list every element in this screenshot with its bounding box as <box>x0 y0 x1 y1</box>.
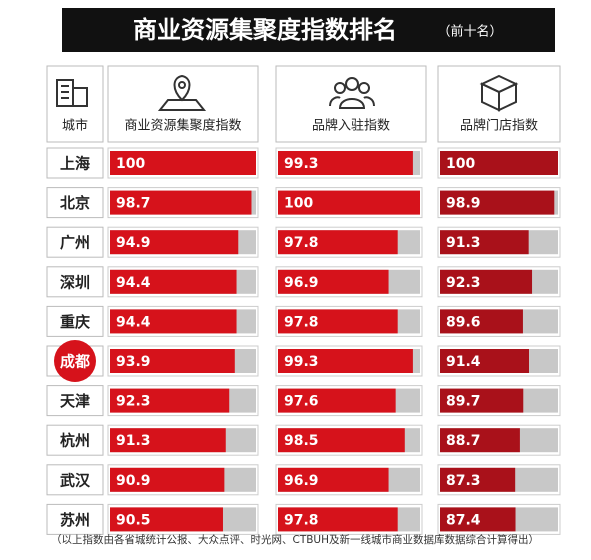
bar <box>440 349 530 373</box>
bar <box>278 428 405 453</box>
bar <box>110 230 239 255</box>
category-label: 北京 <box>60 194 90 212</box>
bar <box>278 388 396 413</box>
category-label: 苏州 <box>60 511 90 529</box>
bar <box>278 190 420 215</box>
bar <box>110 507 223 532</box>
category-header: 城市 <box>62 118 88 134</box>
footnote: （以上指数由各省城统计公报、大众点评、时光网、CTBUH及新一线城市商业数据库数… <box>51 533 539 546</box>
value-label: 87.3 <box>446 473 481 489</box>
value-label: 98.5 <box>284 433 319 449</box>
bar <box>278 309 398 334</box>
category-box <box>46 464 104 496</box>
bar <box>110 349 235 373</box>
value-label: 100 <box>116 156 145 172</box>
value-label: 97.8 <box>284 235 319 251</box>
icon-location <box>157 74 207 111</box>
bar <box>440 428 520 453</box>
highlight-marker <box>54 340 96 382</box>
bar <box>278 151 413 175</box>
bar <box>440 190 555 215</box>
chart-title: 商业资源集聚度指数排名 <box>133 16 397 44</box>
bar <box>110 428 226 453</box>
value-label: 94.4 <box>116 314 151 330</box>
bar <box>278 467 389 492</box>
category-box <box>46 503 104 535</box>
value-label: 96.9 <box>284 275 319 291</box>
bar <box>278 230 398 255</box>
series-header: 商业资源集聚度指数 <box>124 118 241 134</box>
series-header: 品牌入驻指数 <box>312 118 390 134</box>
value-label: 98.7 <box>116 196 151 212</box>
category-box <box>46 385 104 417</box>
value-label: 91.4 <box>446 354 481 370</box>
value-label: 97.6 <box>284 394 319 410</box>
value-label: 92.3 <box>446 275 481 291</box>
category-label: 成都 <box>60 353 90 371</box>
title-bar <box>62 8 555 52</box>
icon-box <box>479 74 519 112</box>
bar <box>110 151 256 175</box>
icon-building <box>56 79 88 107</box>
category-label: 重庆 <box>60 313 90 331</box>
value-label: 99.3 <box>284 156 319 172</box>
value-label: 97.8 <box>284 512 319 528</box>
bar <box>110 309 237 334</box>
value-label: 89.6 <box>446 314 481 330</box>
bar <box>440 269 533 294</box>
value-label: 100 <box>284 196 313 212</box>
value-label: 94.4 <box>116 275 151 291</box>
category-box <box>46 424 104 456</box>
bar <box>440 230 529 255</box>
value-label: 94.9 <box>116 235 151 251</box>
bar <box>440 309 523 334</box>
bar <box>278 349 413 373</box>
value-label: 93.9 <box>116 354 151 370</box>
value-label: 99.3 <box>284 354 319 370</box>
value-label: 87.4 <box>446 512 481 528</box>
bar <box>110 388 230 413</box>
bar <box>440 467 516 492</box>
category-label: 深圳 <box>60 273 90 291</box>
bar <box>110 467 225 492</box>
category-box <box>46 266 104 298</box>
category-box <box>46 187 104 219</box>
category-label: 杭州 <box>60 432 90 450</box>
value-label: 97.8 <box>284 314 319 330</box>
bar <box>440 388 524 413</box>
category-label: 武汉 <box>60 471 91 489</box>
header-box <box>107 65 259 143</box>
category-label: 广州 <box>60 234 90 252</box>
value-label: 88.7 <box>446 433 481 449</box>
category-label: 天津 <box>60 392 90 410</box>
value-label: 90.5 <box>116 512 151 528</box>
bar <box>110 269 237 294</box>
category-label: 上海 <box>60 155 90 173</box>
value-label: 89.7 <box>446 394 481 410</box>
value-label: 91.3 <box>446 235 481 251</box>
value-label: 92.3 <box>116 394 151 410</box>
value-label: 90.9 <box>116 473 151 489</box>
value-label: 91.3 <box>116 433 151 449</box>
value-label: 98.9 <box>446 196 481 212</box>
value-label: 96.9 <box>284 473 319 489</box>
category-box <box>46 147 104 179</box>
bar <box>110 190 252 215</box>
bar <box>278 269 389 294</box>
category-box <box>46 226 104 258</box>
bar <box>440 151 558 175</box>
value-label: 100 <box>446 156 475 172</box>
series-header: 品牌门店指数 <box>460 118 538 134</box>
icon-people <box>329 77 375 109</box>
bar <box>278 507 398 532</box>
chart-subtitle: （前十名） <box>437 24 502 40</box>
category-box <box>46 305 104 337</box>
bar <box>440 507 516 532</box>
